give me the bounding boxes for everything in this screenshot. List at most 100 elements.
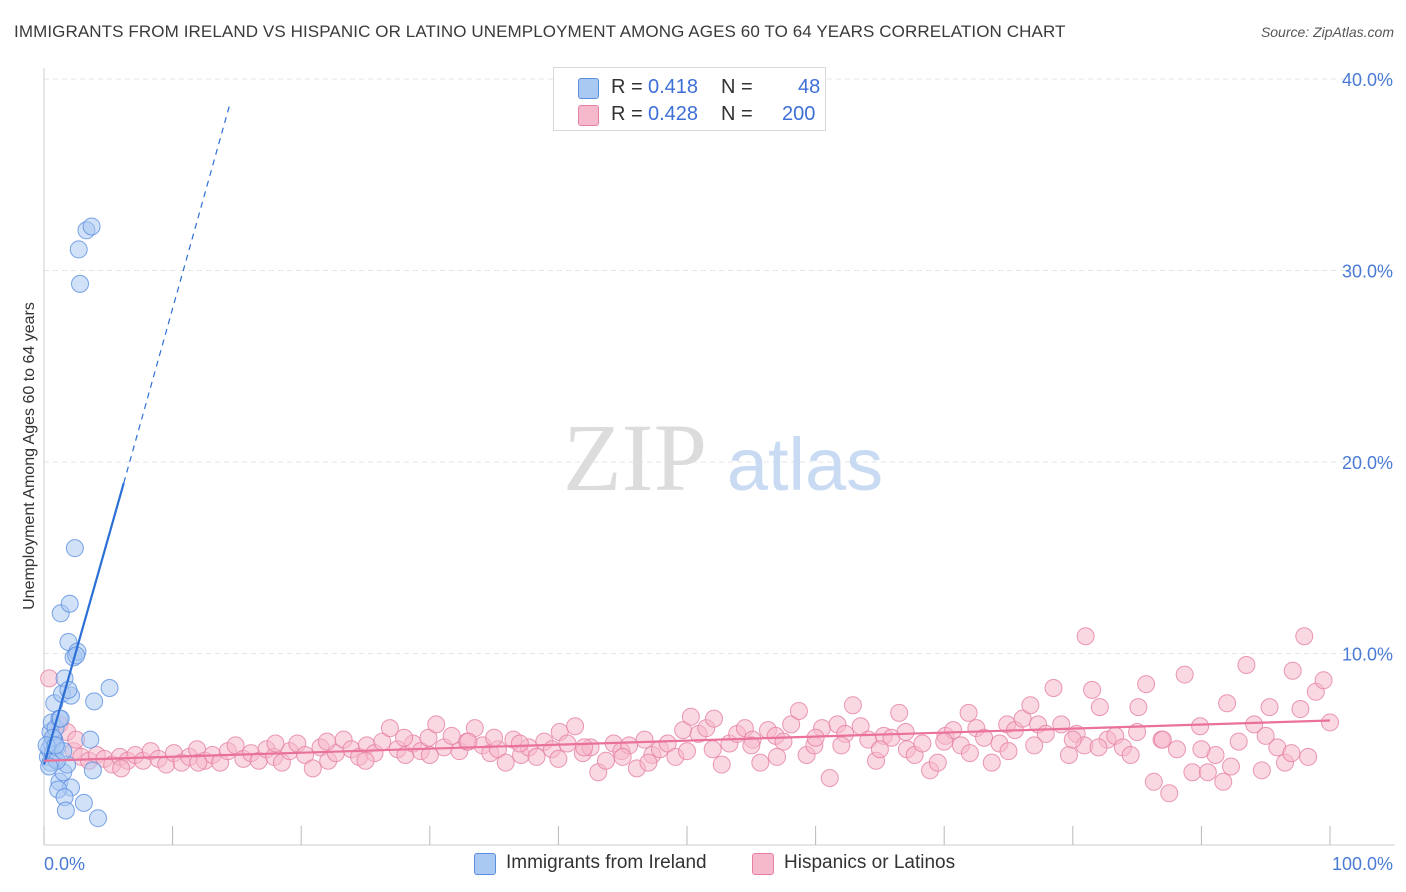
- data-point: [1144, 772, 1163, 791]
- data-point: [982, 753, 1001, 772]
- data-point: [427, 715, 446, 734]
- data-point: [575, 738, 594, 757]
- legend-label-hispanic: Hispanics or Latinos: [784, 852, 956, 873]
- legend-n-label: N =: [721, 103, 753, 125]
- axes: [43, 68, 1395, 846]
- data-point: [913, 734, 932, 753]
- blue-points: [37, 217, 119, 828]
- data-point: [496, 753, 515, 772]
- data-point: [890, 703, 909, 722]
- data-point: [820, 768, 839, 787]
- data-point: [69, 240, 88, 259]
- legend-swatch-blue: [474, 853, 496, 875]
- pink-points: [40, 627, 1339, 803]
- data-point: [1191, 717, 1210, 736]
- data-point: [639, 753, 658, 772]
- trendline-ireland: [42, 482, 125, 765]
- gridlines: [44, 78, 1395, 654]
- tick-labels: 10.0% 20.0% 30.0% 40.0% 0.0% 100.0%: [44, 70, 1393, 874]
- data-point: [82, 217, 101, 236]
- data-point: [549, 749, 568, 768]
- source-credit: Source: ZipAtlas.com: [1260, 24, 1394, 40]
- data-point: [1167, 740, 1186, 759]
- data-point: [1021, 696, 1040, 715]
- data-point: [1260, 698, 1279, 717]
- data-point: [1013, 709, 1032, 728]
- data-point: [703, 740, 722, 759]
- data-point: [1063, 730, 1082, 749]
- data-point: [1153, 730, 1172, 749]
- data-point: [774, 732, 793, 751]
- data-point: [266, 734, 285, 753]
- trendline-ireland-extension: [123, 101, 232, 484]
- data-point: [1175, 665, 1194, 684]
- data-point: [65, 539, 84, 558]
- data-point: [566, 717, 585, 736]
- data-point: [1025, 736, 1044, 755]
- data-point: [1256, 726, 1275, 745]
- data-point: [843, 696, 862, 715]
- chart-title: IMMIGRANTS FROM IRELAND VS HISPANIC OR L…: [14, 22, 1066, 41]
- data-point: [596, 751, 615, 770]
- data-point: [658, 734, 677, 753]
- data-point: [510, 734, 529, 753]
- correlation-legend: R = 0.418 N = 48 R = 0.428 N = 200: [553, 67, 826, 131]
- data-point: [1299, 747, 1318, 766]
- data-point: [789, 701, 808, 720]
- trendlines: [42, 101, 1331, 765]
- data-point: [1214, 772, 1233, 791]
- legend-swatch-pink: [752, 853, 774, 875]
- data-point: [420, 745, 439, 764]
- watermark: ZIP atlas: [563, 404, 883, 511]
- data-point: [975, 728, 994, 747]
- y-tick-label: 20.0%: [1342, 453, 1393, 473]
- data-point: [303, 759, 322, 778]
- data-point: [1044, 678, 1063, 697]
- data-point: [1129, 698, 1148, 717]
- legend-label-ireland: Immigrants from Ireland: [506, 852, 707, 873]
- data-point: [67, 646, 86, 665]
- data-point: [442, 726, 461, 745]
- legend-r-value: 0.418: [648, 76, 699, 98]
- data-point: [712, 755, 731, 774]
- data-point: [1282, 744, 1301, 763]
- data-point: [870, 740, 889, 759]
- data-point: [83, 761, 102, 780]
- data-point: [681, 707, 700, 726]
- watermark-zip: ZIP: [563, 404, 707, 511]
- data-point: [1237, 655, 1256, 674]
- data-point: [1160, 784, 1179, 803]
- data-point: [317, 732, 336, 751]
- data-point: [40, 669, 59, 688]
- data-point: [768, 747, 787, 766]
- data-point: [613, 747, 632, 766]
- data-point: [1252, 761, 1271, 780]
- data-point: [1295, 627, 1314, 646]
- data-point: [1321, 713, 1339, 732]
- data-point: [485, 728, 504, 747]
- data-point: [85, 692, 104, 711]
- data-point: [1245, 715, 1264, 734]
- data-point: [1221, 757, 1240, 776]
- data-point: [74, 793, 93, 812]
- legend-r-label: R =: [611, 103, 643, 125]
- data-point: [635, 730, 654, 749]
- series-legend: Immigrants from Ireland Hispanics or Lat…: [0, 852, 1406, 878]
- legend-n-value: 48: [798, 76, 821, 98]
- data-point: [959, 703, 978, 722]
- data-point: [112, 759, 131, 778]
- data-point: [1198, 763, 1217, 782]
- data-point: [1076, 627, 1095, 646]
- data-point: [1183, 763, 1202, 782]
- data-point: [1090, 698, 1109, 717]
- data-point: [56, 801, 75, 820]
- y-tick-label: 10.0%: [1342, 645, 1393, 665]
- data-point: [459, 732, 478, 751]
- data-point: [1291, 700, 1310, 719]
- data-point: [1121, 745, 1140, 764]
- data-point: [100, 678, 119, 697]
- y-tick-label: 30.0%: [1342, 262, 1393, 282]
- data-point: [296, 745, 315, 764]
- data-point: [1052, 715, 1071, 734]
